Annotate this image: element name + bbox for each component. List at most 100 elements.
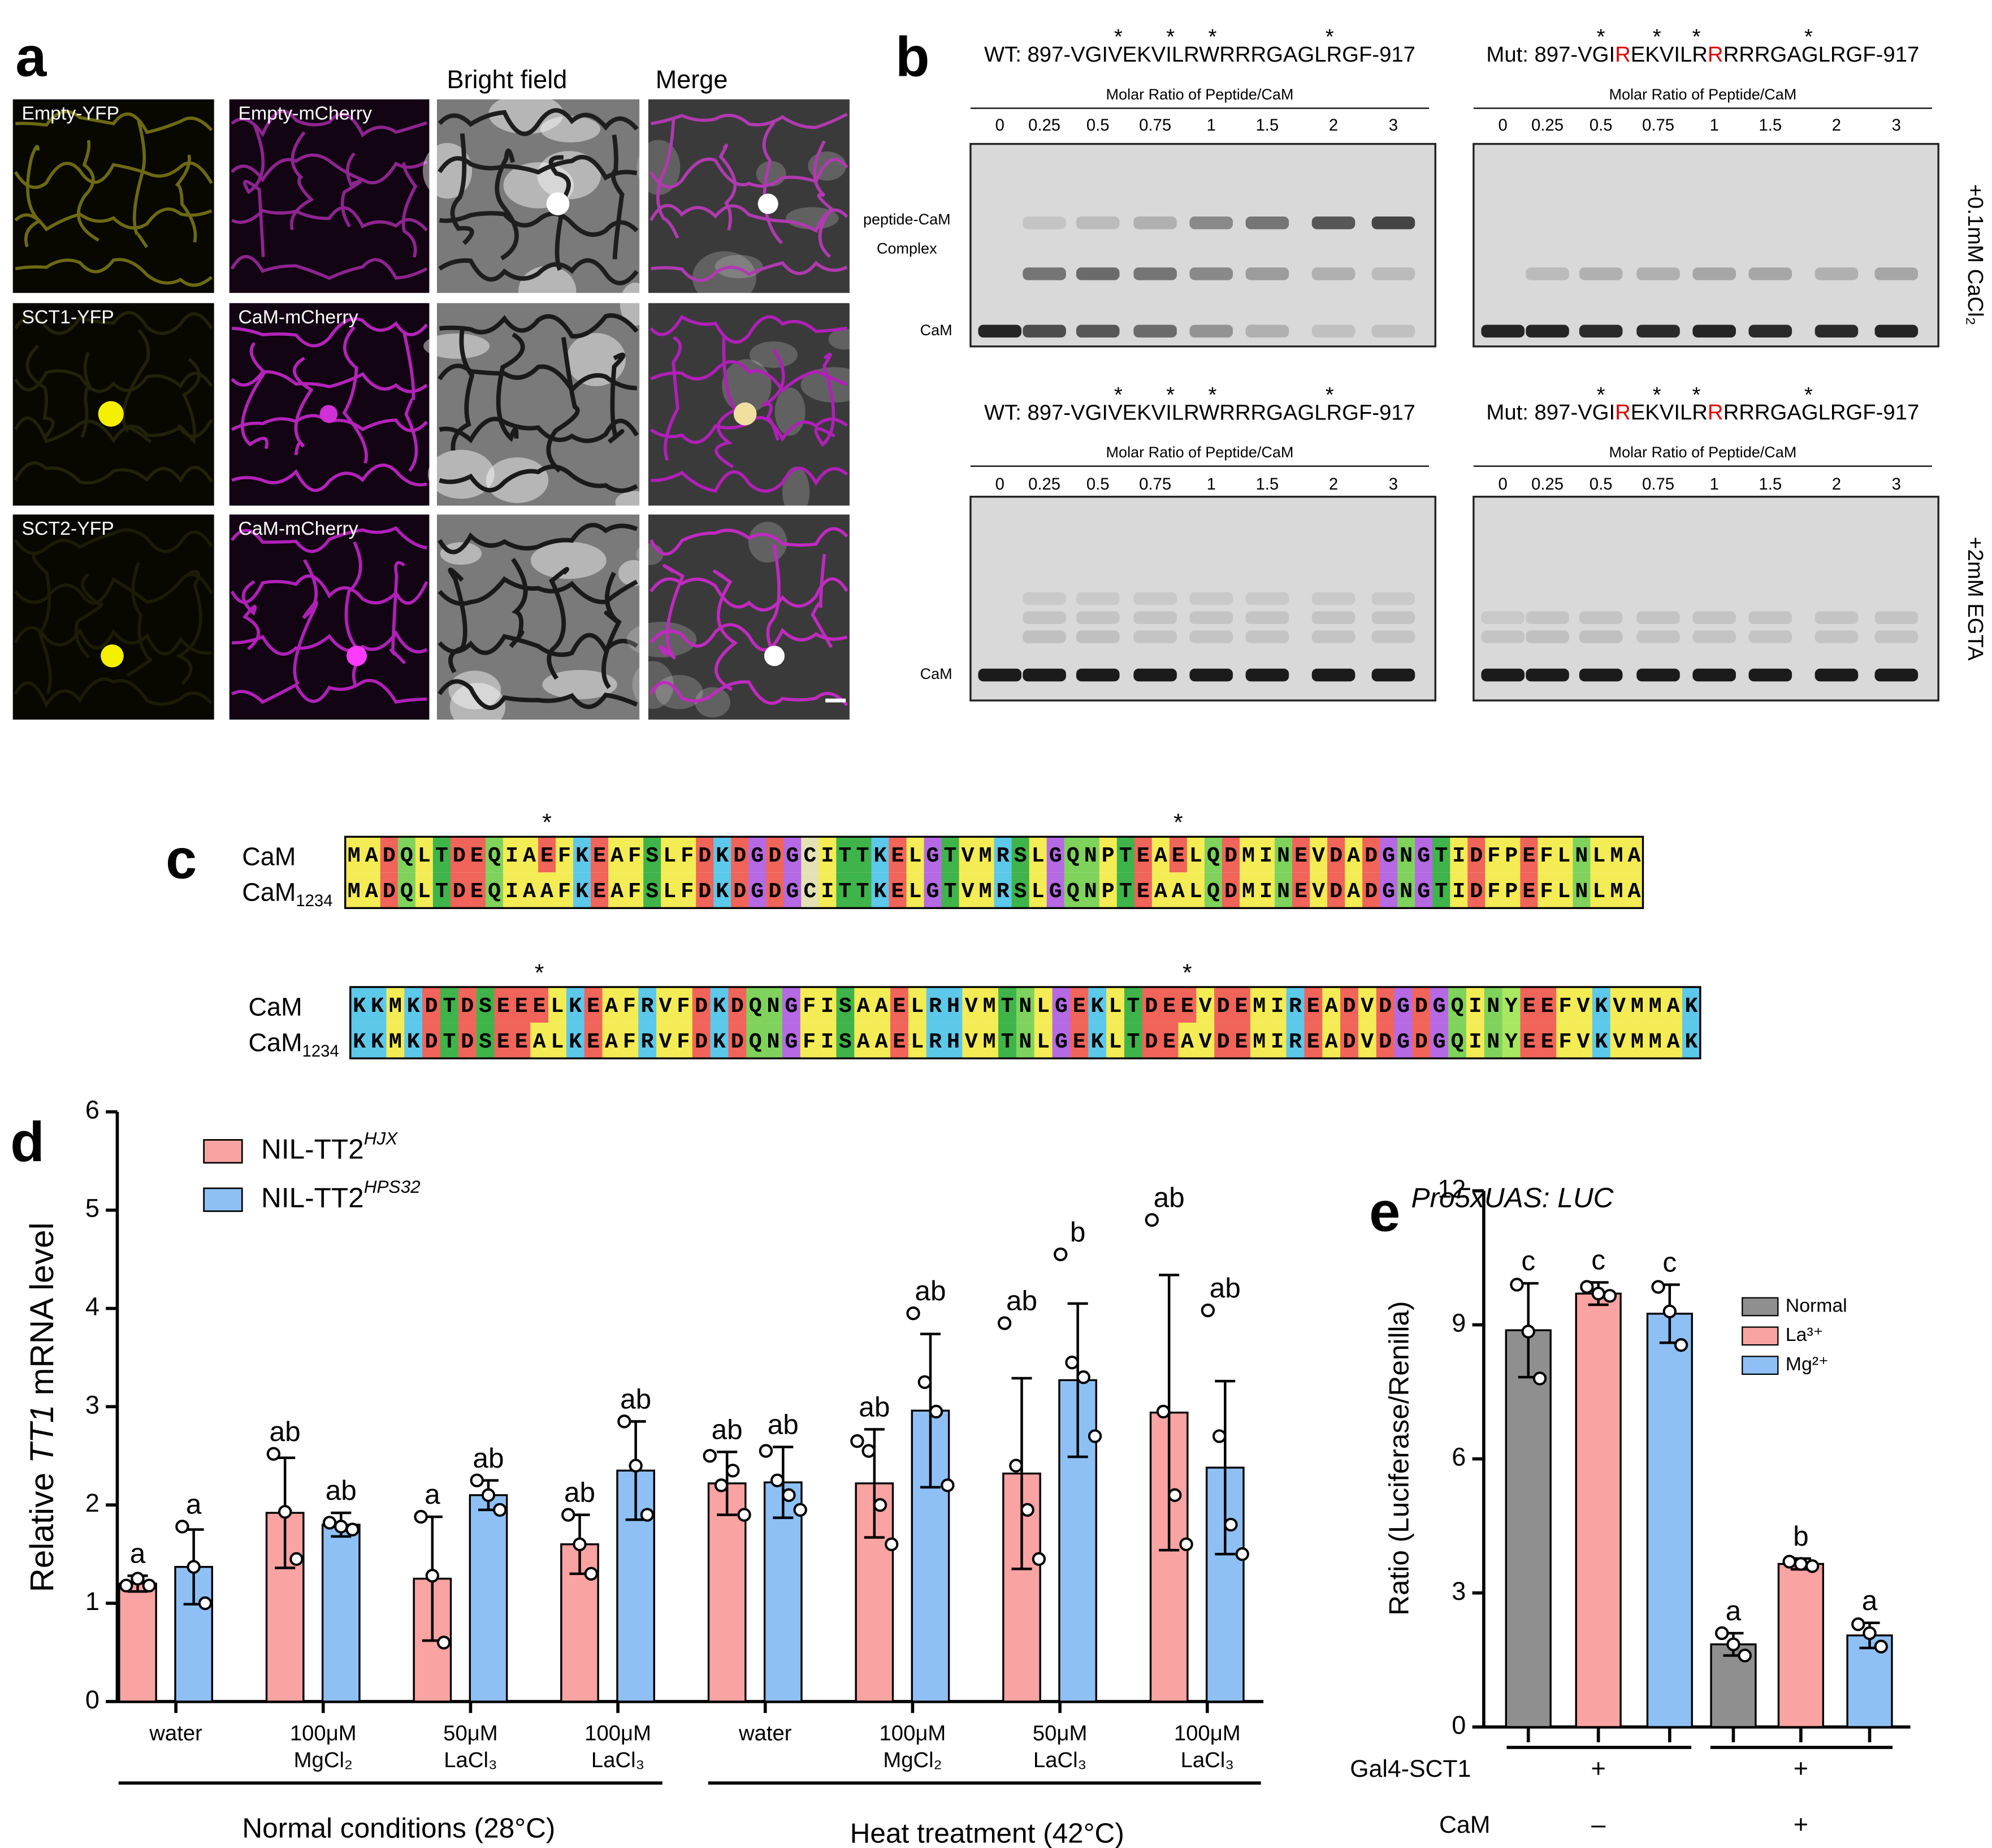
asterisk: * xyxy=(1209,383,1217,407)
bright-patch xyxy=(566,333,626,387)
data-point xyxy=(584,1566,598,1581)
gel-band xyxy=(1023,630,1066,643)
residue-cell xyxy=(746,987,765,1023)
cell-wall xyxy=(14,573,213,605)
residue-cell xyxy=(1134,872,1153,908)
residue-cell xyxy=(1286,987,1305,1023)
data-point xyxy=(1020,1503,1034,1517)
residue-cell xyxy=(386,987,405,1023)
residue-cell xyxy=(998,987,1017,1023)
gel-band xyxy=(1311,668,1356,682)
bar xyxy=(1575,1292,1622,1728)
condition-label: Gal4-SCT1 xyxy=(1350,1755,1471,1782)
label-line: 100μM xyxy=(880,1721,946,1746)
ratio-label: 0.25 xyxy=(1531,475,1564,494)
sequence-part: Mut: 897-VGI xyxy=(1486,42,1615,67)
residue-cell xyxy=(584,1023,603,1059)
micrograph xyxy=(648,514,850,720)
gel-band xyxy=(1189,592,1233,605)
residue-cell xyxy=(1052,987,1071,1023)
title-part: Relative xyxy=(24,1464,61,1592)
gel-band xyxy=(1692,324,1736,338)
residue-cell xyxy=(1204,872,1223,908)
cell-wall xyxy=(175,570,202,685)
cell-wall xyxy=(438,258,639,285)
name: CaM xyxy=(249,992,302,1021)
cell-wall xyxy=(231,153,428,185)
cell-wall xyxy=(230,255,428,280)
residue-cell xyxy=(1178,1023,1197,1059)
residue-cell xyxy=(345,837,363,873)
bright-patch xyxy=(828,328,861,350)
residue-cell xyxy=(854,872,872,908)
legend-label: La³⁺ xyxy=(1786,1324,1824,1345)
gel-band xyxy=(1636,324,1680,338)
residue-cell xyxy=(602,987,621,1023)
residue-cell xyxy=(1345,872,1363,908)
gel-band xyxy=(1311,592,1356,605)
residue-cell xyxy=(854,987,873,1023)
legend-swatch xyxy=(1742,1297,1779,1317)
residue-cell xyxy=(1142,987,1161,1023)
residue-cell xyxy=(602,1023,621,1059)
residue-cell xyxy=(1124,1023,1143,1059)
significance-letter: ab xyxy=(1154,1181,1185,1213)
residue-cell xyxy=(1590,872,1609,908)
ratio-label: 0.5 xyxy=(1086,475,1110,494)
cell-wall xyxy=(651,112,848,129)
cell-wall xyxy=(438,108,639,136)
gel-band xyxy=(1481,668,1525,682)
legend-label: NIL-TT2HPS32 xyxy=(261,1176,421,1213)
residue-cell xyxy=(415,872,434,908)
peptide-sequence: Mut: 897-VGIREKVILRRRRRGAGLRGF-917 xyxy=(1486,400,1919,425)
gel-band xyxy=(1245,324,1289,338)
residue-cell xyxy=(1415,837,1433,873)
residue-cell xyxy=(1432,837,1450,873)
residue-cell xyxy=(1592,987,1611,1023)
asterisk: * xyxy=(1166,383,1175,407)
bright-patch xyxy=(620,282,651,326)
residue-cell xyxy=(696,872,714,908)
bright-patch xyxy=(626,621,697,657)
cell-walls xyxy=(649,112,848,282)
gel-band xyxy=(1076,668,1120,682)
significance-letter: a xyxy=(130,1537,146,1569)
cell-wall xyxy=(546,337,580,473)
asterisk: * xyxy=(1653,383,1661,407)
residue-cell xyxy=(1257,837,1275,873)
bright-patch xyxy=(488,94,564,135)
label-line: 50μM xyxy=(1033,1721,1088,1746)
cell-walls xyxy=(14,528,213,708)
gel-band xyxy=(1311,267,1356,280)
residue-cell xyxy=(1485,837,1503,873)
ratio-label: 2 xyxy=(1329,475,1338,494)
residue-cell xyxy=(380,872,399,908)
gel-band xyxy=(1526,630,1569,643)
gel-band xyxy=(1579,611,1623,624)
residue-cell xyxy=(1081,872,1100,908)
x-tick-label: 100μM LaCl₃ xyxy=(584,1721,651,1772)
data-point xyxy=(861,1444,876,1458)
gel-band xyxy=(1371,592,1415,605)
residue-cell xyxy=(819,837,837,873)
gel-band xyxy=(1189,267,1233,280)
gel-band xyxy=(1692,630,1736,643)
residue-cell xyxy=(1412,1023,1431,1059)
cell-wall xyxy=(14,626,212,656)
residue-cell xyxy=(566,987,585,1023)
bright-patch xyxy=(618,560,649,586)
gel-band xyxy=(1023,592,1066,605)
residue-cell xyxy=(643,837,661,873)
gel-band xyxy=(1579,668,1623,682)
residue-cell xyxy=(1430,1023,1449,1059)
residue-cell xyxy=(1574,987,1593,1023)
residue-cell xyxy=(1088,987,1107,1023)
data-point xyxy=(782,1488,796,1502)
residue-cell xyxy=(1116,837,1135,873)
gel-band xyxy=(1636,630,1680,643)
gel-band xyxy=(1748,630,1792,643)
alignment-frame xyxy=(349,986,1701,1059)
residue-cell xyxy=(1322,1023,1341,1059)
asterisk: * xyxy=(1692,25,1701,49)
